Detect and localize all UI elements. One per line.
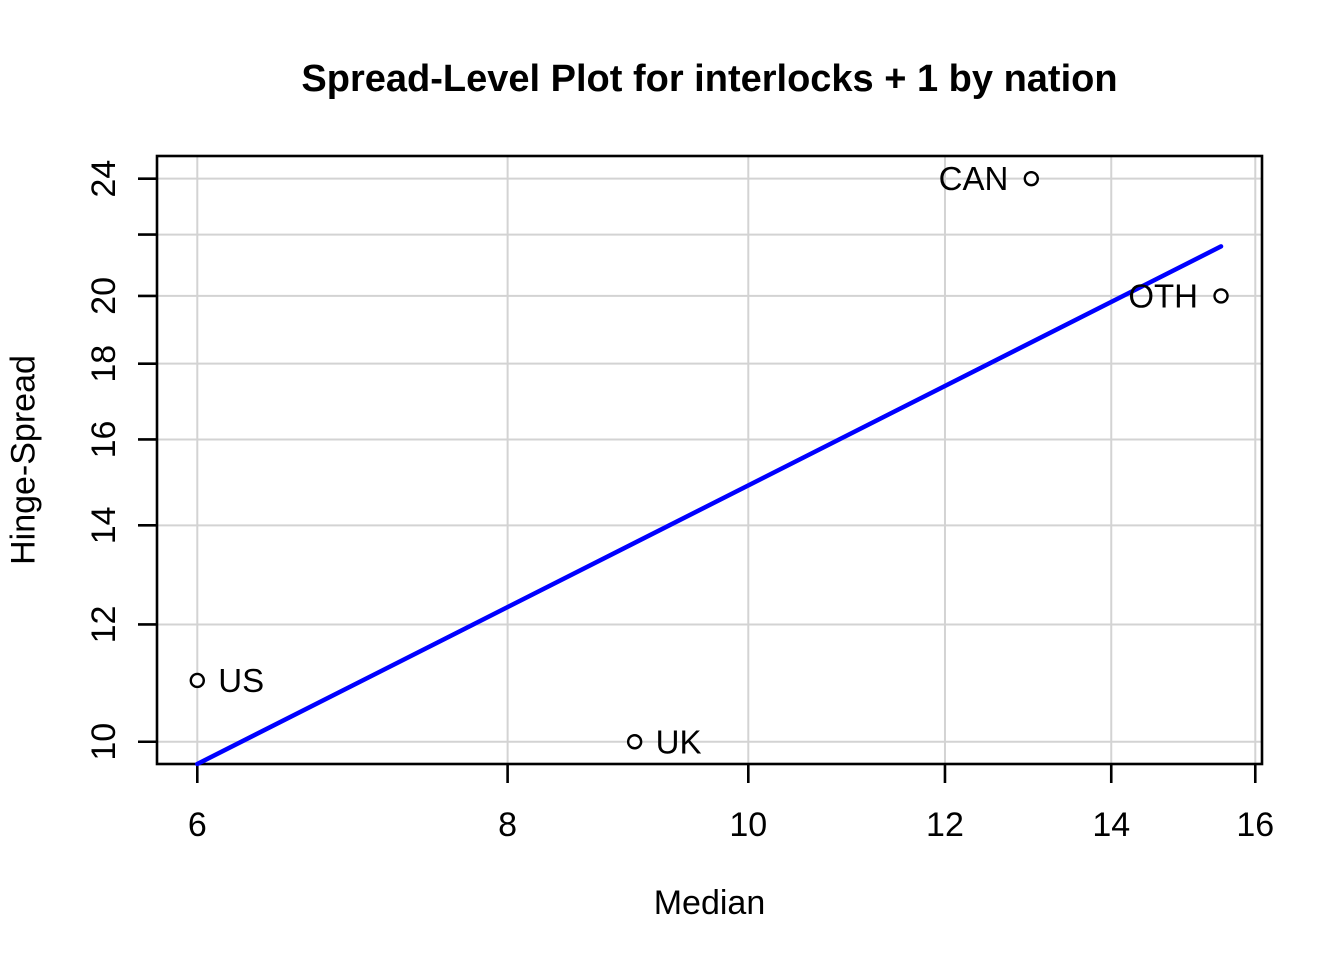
fit-line [195,244,1224,767]
point-label-oth: OTH [1128,277,1198,314]
y-tick-label: 12 [85,606,123,644]
x-axis-title: Median [653,884,766,922]
y-tick-label: 16 [85,421,123,459]
point-label-uk: UK [656,723,702,760]
x-tick-label: 10 [729,806,767,844]
data-point-can [1023,170,1040,187]
y-axis-title: Hinge-Spread [4,355,43,565]
x-tick-label: 14 [1092,806,1130,844]
point-label-us: US [218,662,264,699]
x-tick-label: 8 [498,806,517,844]
chart-title: Spread-Level Plot for interlocks + 1 by … [301,58,1118,100]
data-point-oth [1213,288,1229,304]
y-tick-label: 10 [85,723,123,761]
plot-box [155,154,1264,766]
y-tick-label: 20 [85,277,123,315]
data-point-uk [626,734,643,750]
x-tick-label: 16 [1236,806,1274,844]
point-label-can: CAN [939,160,1009,197]
x-tick-label: 12 [926,806,964,844]
data-point-us [189,672,205,689]
x-tick-label: 6 [188,806,207,844]
y-tick-label: 24 [85,160,123,198]
y-tick-label: 14 [85,506,123,544]
y-tick-label: 18 [85,345,123,383]
